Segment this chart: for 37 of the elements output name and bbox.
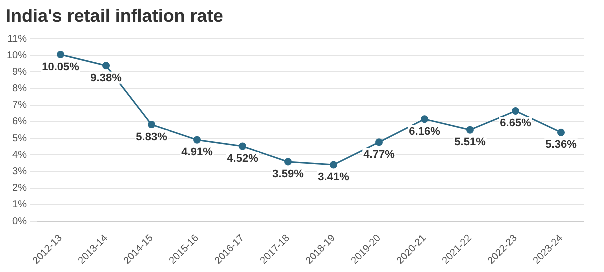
data-label: 5.36% bbox=[546, 139, 578, 152]
data-label: 3.41% bbox=[318, 172, 350, 184]
point bbox=[239, 142, 247, 150]
point bbox=[421, 116, 429, 124]
data-label: 6.16% bbox=[409, 126, 441, 138]
point bbox=[466, 126, 474, 134]
data-label: 6.65% bbox=[500, 118, 532, 130]
y-tick-label: 5% bbox=[12, 133, 28, 144]
point bbox=[148, 121, 156, 129]
chart-title: India's retail inflation rate bbox=[6, 6, 224, 28]
data-label: 5.83% bbox=[136, 131, 168, 144]
y-tick-label: 9% bbox=[12, 66, 28, 78]
data-label: 5.51% bbox=[454, 136, 486, 149]
y-tick-label: 2% bbox=[12, 183, 28, 194]
point bbox=[284, 158, 292, 166]
y-tick-label: 6% bbox=[12, 116, 28, 128]
data-label: 4.77% bbox=[364, 148, 396, 161]
data-label: 10.05% bbox=[42, 61, 80, 74]
y-tick-label: 10% bbox=[7, 50, 28, 62]
point bbox=[330, 161, 338, 169]
y-tick-label: 3% bbox=[12, 166, 28, 178]
y-tick-label: 4% bbox=[12, 150, 28, 161]
y-tick-label: 7% bbox=[12, 100, 28, 112]
data-label: 4.52% bbox=[227, 153, 259, 166]
data-label: 4.91% bbox=[182, 146, 214, 159]
data-label: 3.59% bbox=[272, 168, 304, 181]
y-tick-label: 0% bbox=[12, 216, 28, 228]
point bbox=[376, 138, 384, 146]
point bbox=[102, 62, 110, 70]
point bbox=[558, 128, 565, 136]
point bbox=[194, 136, 202, 144]
y-tick-label: 11% bbox=[8, 34, 28, 45]
point bbox=[512, 107, 520, 115]
y-tick-label: 1% bbox=[12, 200, 28, 211]
point bbox=[57, 51, 65, 59]
data-label: 9.38% bbox=[90, 72, 122, 84]
y-tick-label: 8% bbox=[12, 84, 28, 95]
